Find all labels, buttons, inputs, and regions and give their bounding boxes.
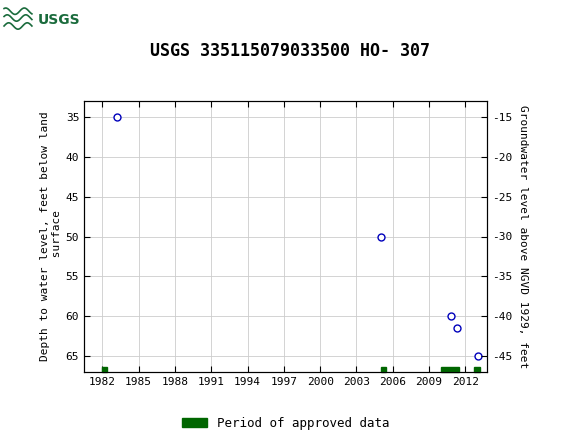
Legend: Period of approved data: Period of approved data	[177, 412, 394, 430]
Bar	[102, 367, 107, 372]
Bar	[380, 367, 386, 372]
Y-axis label: Depth to water level, feet below land
 surface: Depth to water level, feet below land su…	[40, 112, 61, 361]
Text: USGS: USGS	[38, 13, 80, 27]
Y-axis label: Groundwater level above NGVD 1929, feet: Groundwater level above NGVD 1929, feet	[518, 105, 528, 368]
Bar	[3, 3, 70, 37]
Bar	[474, 367, 480, 372]
Text: USGS 335115079033500 HO- 307: USGS 335115079033500 HO- 307	[150, 42, 430, 60]
Bar	[441, 367, 459, 372]
